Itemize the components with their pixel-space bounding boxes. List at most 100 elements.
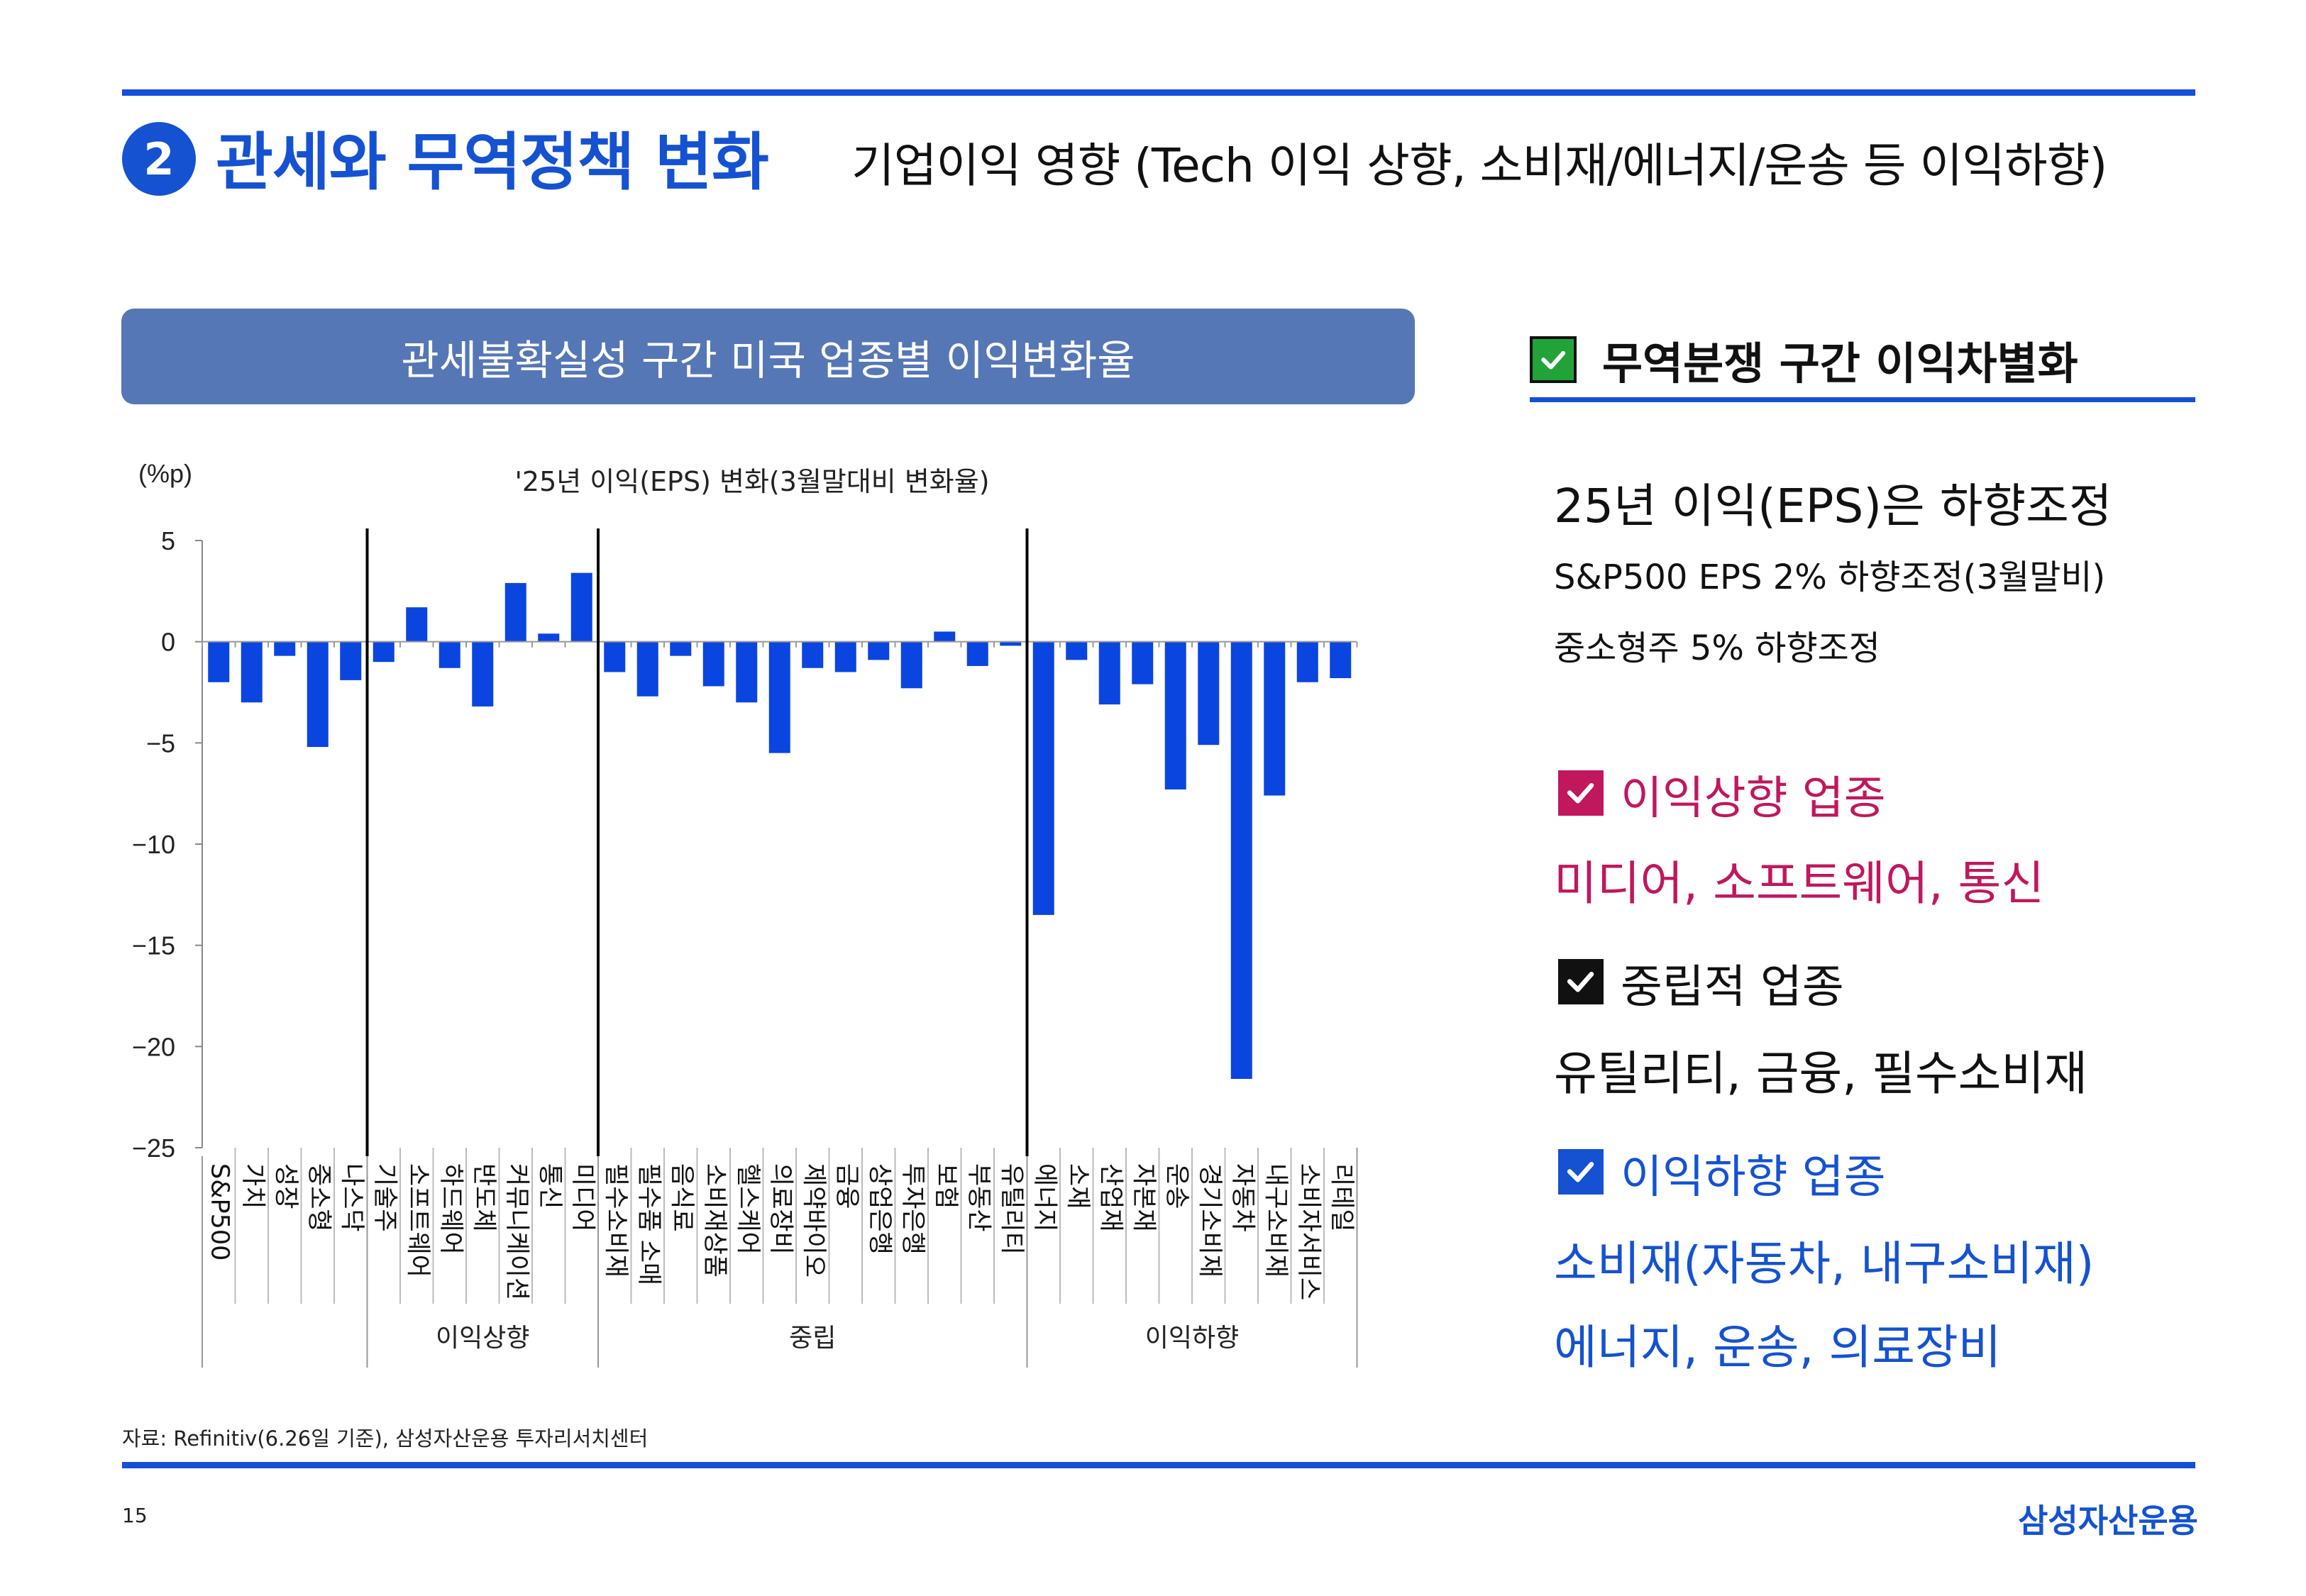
category-label: 금융	[832, 1163, 861, 1209]
bar	[670, 641, 692, 656]
category-label: 기술주	[370, 1163, 399, 1232]
neutral-sector-label: 중립적 업종	[1621, 961, 1844, 1014]
category-label: 부동산	[964, 1163, 993, 1232]
neutral-check-icon	[1558, 959, 1604, 1004]
bar	[570, 572, 592, 642]
y-tick-label: 5	[161, 526, 175, 555]
y-tick-label: −20	[132, 1032, 175, 1061]
y-tick-label: 0	[161, 628, 175, 657]
bar	[868, 641, 890, 660]
down-sector-items-1: 소비재(자동차, 내구소비재)	[1554, 1236, 2095, 1291]
right-panel-heading: 무역분쟁 구간 이익차별화	[1602, 338, 2078, 389]
category-label: 나스닥	[337, 1163, 365, 1232]
bar	[834, 641, 856, 672]
bar	[1000, 641, 1022, 646]
category-label: 투자은행	[898, 1163, 927, 1255]
group-label: 이익상향	[436, 1324, 529, 1353]
bar	[1098, 641, 1120, 705]
y-tick-label: −5	[146, 728, 175, 758]
bar	[274, 641, 296, 656]
up-check-icon	[1558, 770, 1604, 816]
y-tick-label: −15	[132, 931, 175, 960]
bar	[604, 641, 626, 672]
category-label: 음식료	[667, 1163, 695, 1232]
chart-banner: 관세불확실성 구간 미국 업종별 이익변화율	[121, 309, 1415, 404]
summary-line-1: S&P500 EPS 2% 하향조정(3월말비)	[1554, 558, 2106, 597]
category-label: 중소형	[304, 1163, 333, 1232]
bar	[1296, 641, 1318, 682]
bar	[241, 641, 263, 703]
bar	[504, 582, 526, 642]
category-label: 반도체	[469, 1163, 497, 1232]
down-check-icon	[1558, 1149, 1604, 1195]
bar	[1066, 641, 1088, 660]
bar	[1164, 641, 1186, 789]
category-label: 상업은행	[865, 1163, 893, 1255]
category-label: 미디어	[568, 1163, 597, 1232]
bar	[934, 631, 956, 642]
category-label: 성장	[271, 1163, 299, 1209]
summary-line-2: 중소형주 5% 하향조정	[1554, 628, 1880, 668]
y-axis-label: (%p)	[138, 459, 192, 488]
category-label: 헬스케어	[733, 1163, 761, 1255]
bar	[966, 641, 988, 666]
right-heading-rule	[1530, 397, 2195, 402]
summary-title: 25년 이익(EPS)은 하향조정	[1554, 479, 2112, 533]
category-label: 자동차	[1228, 1163, 1257, 1232]
bottom-rule	[122, 1462, 2195, 1468]
category-label: 소비자서비스	[1294, 1163, 1323, 1300]
up-sector-items: 미디어, 소프트웨어, 통신	[1554, 856, 2045, 911]
page-number: 15	[122, 1504, 148, 1527]
group-label: 중립	[789, 1324, 836, 1353]
bar	[406, 607, 428, 642]
category-label: 하드웨어	[436, 1163, 465, 1255]
bar	[736, 641, 758, 703]
bar	[538, 633, 560, 642]
category-label: 자본재	[1129, 1163, 1157, 1232]
category-label: 소프트웨어	[403, 1163, 431, 1278]
bar	[1230, 641, 1252, 1079]
bar	[1198, 641, 1220, 746]
up-sector-label: 이익상향 업종	[1621, 772, 1886, 825]
bar	[900, 641, 922, 689]
brand-logo: 삼성자산운용	[2018, 1502, 2198, 1540]
bar	[802, 641, 824, 668]
category-label: 리테일	[1327, 1163, 1355, 1232]
category-label: 제약바이오	[799, 1163, 827, 1278]
category-label: 통신	[535, 1163, 563, 1209]
bar	[340, 641, 362, 680]
category-label: 산업재	[1096, 1163, 1125, 1232]
bar	[373, 641, 395, 663]
bar	[1264, 641, 1286, 796]
category-label: 소재	[1063, 1163, 1091, 1209]
bar	[1330, 641, 1352, 679]
category-label: 필수소비재	[601, 1163, 629, 1278]
category-label: 에너지	[1030, 1163, 1059, 1232]
bar	[702, 641, 724, 687]
bar	[768, 641, 790, 753]
category-label: 유틸리티	[997, 1163, 1025, 1255]
bar	[1032, 641, 1054, 915]
category-label: 커뮤니케이션	[502, 1163, 531, 1300]
bar	[472, 641, 494, 706]
page-subtitle: 기업이익 영향 (Tech 이익 상향, 소비재/에너지/운송 등 이익하향)	[851, 138, 2107, 193]
category-label: 소비재상품	[700, 1163, 729, 1278]
category-label: 운송	[1162, 1163, 1191, 1209]
bar	[1132, 641, 1154, 685]
down-sector-label: 이익하향 업종	[1621, 1151, 1886, 1204]
category-label: 의료장비	[766, 1163, 795, 1255]
bar	[438, 641, 460, 668]
category-label: 내구소비재	[1261, 1163, 1289, 1278]
y-tick-label: −25	[132, 1134, 175, 1163]
category-label: 필수품 소매	[634, 1163, 663, 1285]
page-title: 관세와 무역정책 변화	[216, 126, 769, 199]
group-label: 이익하향	[1145, 1324, 1239, 1353]
heading-check-icon	[1530, 336, 1577, 383]
bar	[636, 641, 658, 697]
y-tick-label: −10	[132, 830, 175, 859]
category-label: 보험	[931, 1163, 959, 1209]
down-sector-items-2: 에너지, 운송, 의료장비	[1554, 1320, 2002, 1375]
chart-title: '25년 이익(EPS) 변화(3월말대비 변화율)	[514, 466, 989, 497]
category-label: S&P500	[205, 1163, 233, 1260]
